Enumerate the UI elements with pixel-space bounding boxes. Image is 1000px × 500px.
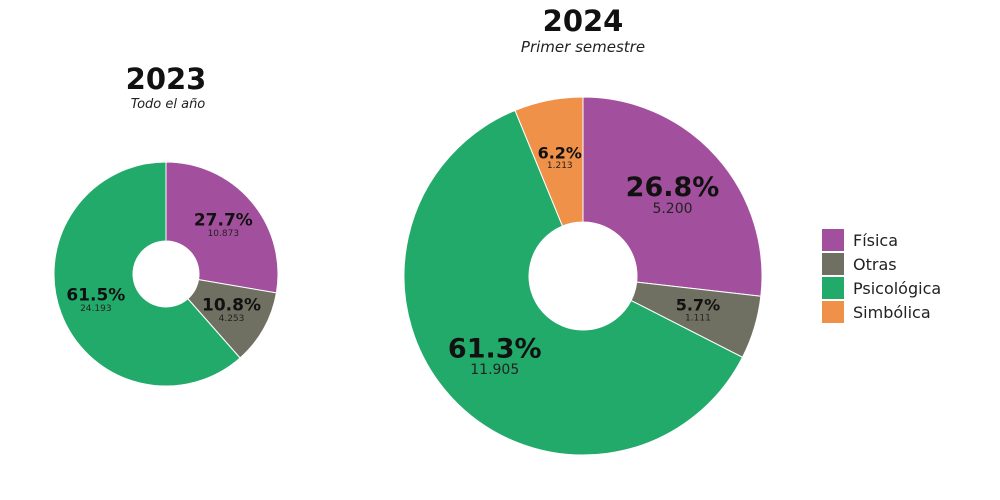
slice-simbolica [514,96,584,227]
chart-2023-title: 2023 [126,62,207,96]
slice-percent-label: 61.5% [66,286,125,306]
slice-percent-label: 6.2% [538,143,582,162]
slice-percent-label: 61.3% [448,333,542,364]
legend-swatch [822,277,844,299]
chart-2023-subtitle: Todo el año [131,97,206,112]
slice-percent-label: 5.7% [676,296,720,315]
chart-2024-title: 2024 [543,4,624,38]
slice-fisica [582,96,763,297]
legend-item-fisica: Física [822,228,941,252]
legend-label: Psicológica [853,278,942,298]
slice-count-label: 10.873 [208,229,240,239]
slice-percent-label: 27.7% [194,211,253,231]
legend-swatch [822,301,844,323]
legend-item-otras: Otras [822,252,941,276]
slice-percent-label: 26.8% [626,172,720,203]
slice-count-label: 11.905 [470,362,519,378]
donut-2023: 27.7%10.873 10.8%4.253 61.5%24.193 [53,161,279,387]
legend-item-psicologica: Psicológica [822,276,941,300]
legend-label: Física [853,230,899,250]
slice-count-label: 4.253 [219,314,245,324]
legend-swatch [822,253,844,275]
legend-label: Otras [853,254,897,274]
legend-label: Simbólica [853,302,931,322]
legend-item-simbolica: Simbólica [822,300,941,324]
donut-2024: 26.8%5.200 5.7%1.111 61.3%11.905 6.2%1.213 [403,96,763,456]
chart-2024-subtitle: Primer semestre [521,38,645,56]
legend: Física Otras Psicológica Simbólica [822,228,941,324]
slice-psicologica [403,109,744,456]
slice-count-label: 24.193 [80,304,112,314]
slice-percent-label: 10.8% [202,296,261,316]
slice-psicologica [53,161,241,387]
legend-swatch [822,229,844,251]
slice-fisica [165,161,279,294]
slice-count-label: 1.111 [685,313,711,323]
slice-count-label: 5.200 [652,201,692,217]
slice-count-label: 1.213 [547,161,573,171]
